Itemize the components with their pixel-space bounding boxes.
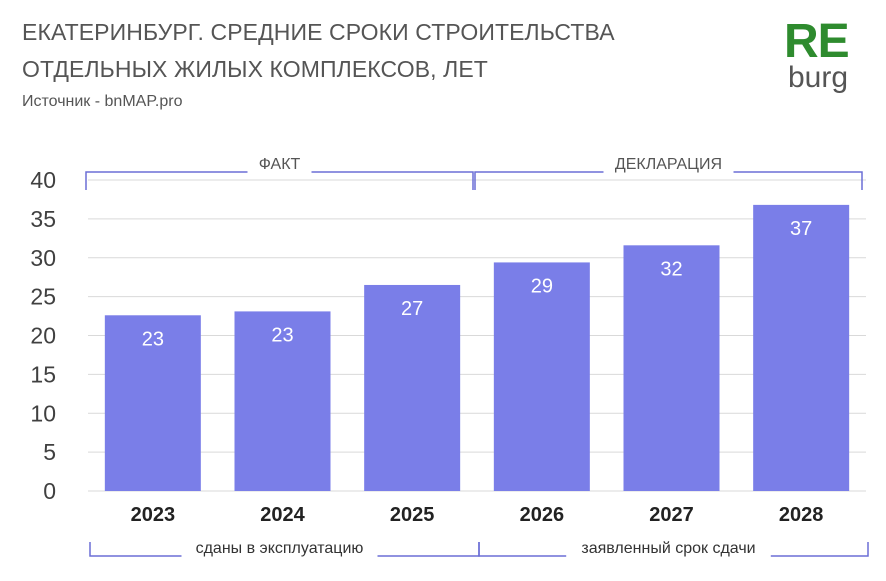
logo-re-text: RE [784, 15, 850, 68]
chart-title: ЕКАТЕРИНБУРГ. СРЕДНИЕ СРОКИ СТРОИТЕЛЬСТВ… [22, 14, 615, 88]
y-tick-label: 20 [30, 323, 56, 349]
data-label: 27 [401, 298, 423, 320]
reburg-logo: RE burg [784, 18, 859, 98]
title-line-2: ОТДЕЛЬНЫХ ЖИЛЫХ КОМПЛЕКСОВ, ЛЕТ [22, 56, 488, 82]
group-label: ФАКТ [259, 156, 301, 173]
group-footer-label: сданы в эксплуатацию [196, 540, 364, 557]
bar [753, 204, 850, 491]
bar [493, 262, 590, 491]
group-footer-label: заявленный срок сдачи [581, 540, 755, 557]
group-bracket-bottom [478, 542, 869, 557]
group-bracket-top [85, 171, 474, 190]
bar [104, 315, 201, 491]
y-tick-label: 10 [30, 400, 56, 426]
y-tick-label: 0 [43, 478, 56, 504]
data-label: 32 [660, 258, 682, 280]
bar [364, 284, 461, 491]
y-tick-label: 15 [30, 361, 56, 387]
y-tick-label: 30 [30, 245, 56, 271]
x-category-label: 2023 [131, 504, 176, 526]
data-label: 23 [142, 328, 164, 350]
x-category-label: 2024 [260, 504, 305, 526]
y-tick-label: 5 [43, 439, 56, 465]
logo-burg-text: burg [788, 61, 849, 94]
source-note: Источник - bnMAP.pro [22, 93, 183, 110]
data-label: 37 [790, 218, 812, 240]
bar [234, 311, 331, 491]
x-category-label: 2027 [649, 504, 694, 526]
data-label: 29 [531, 275, 553, 297]
x-category-label: 2028 [779, 504, 824, 526]
x-category-label: 2026 [520, 504, 565, 526]
y-tick-label: 35 [30, 206, 56, 232]
data-label: 23 [271, 324, 293, 346]
group-bracket-top [474, 171, 863, 190]
bar [623, 245, 720, 491]
y-tick-label: 40 [30, 167, 56, 193]
x-category-label: 2025 [390, 504, 435, 526]
group-label: ДЕКЛАРАЦИЯ [615, 156, 722, 173]
title-line-1: ЕКАТЕРИНБУРГ. СРЕДНИЕ СРОКИ СТРОИТЕЛЬСТВ… [22, 19, 615, 45]
y-tick-label: 25 [30, 284, 56, 310]
